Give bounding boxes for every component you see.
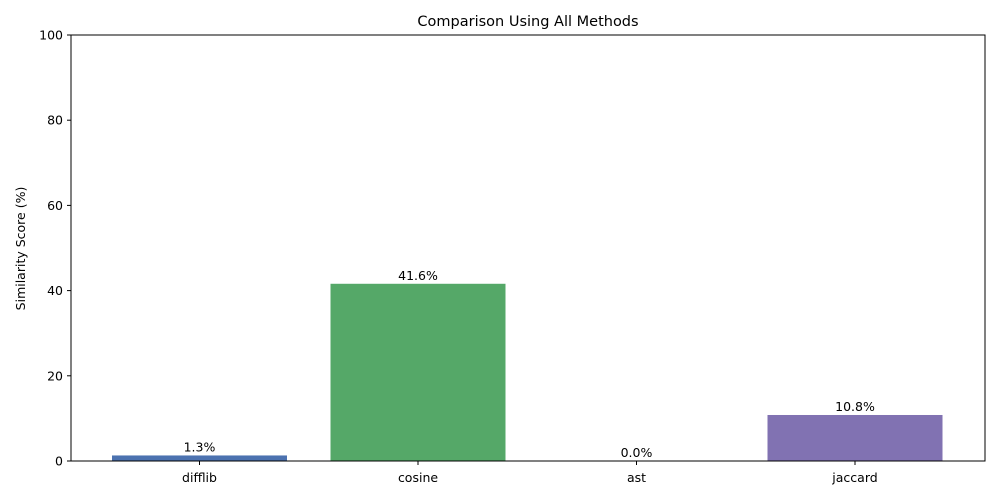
y-axis-label: Similarity Score (%) (13, 187, 28, 311)
x-tick-label-cosine: cosine (398, 470, 438, 485)
chart-title: Comparison Using All Methods (417, 14, 638, 30)
x-tick-label-difflib: difflib (182, 470, 217, 485)
plot-frame (70, 34, 986, 462)
y-tick-label-40: 40 (47, 283, 63, 298)
value-label-jaccard: 10.8% (835, 399, 875, 414)
y-tick-label-80: 80 (47, 113, 63, 128)
value-label-cosine: 41.6% (398, 268, 438, 283)
value-label-ast: 0.0% (621, 445, 653, 460)
y-tick-label-60: 60 (47, 198, 63, 213)
x-axis: difflib cosine ast jaccard (182, 461, 878, 485)
bars-layer (112, 283, 943, 461)
bar-cosine (330, 283, 506, 461)
y-tick-label-100: 100 (39, 28, 63, 43)
bar-jaccard (767, 414, 943, 461)
bar-difflib (112, 455, 287, 461)
x-tick-label-ast: ast (627, 470, 646, 485)
y-tick-label-20: 20 (47, 368, 63, 383)
y-tick-label-0: 0 (55, 454, 63, 469)
y-axis: 0 20 40 60 80 100 (39, 28, 71, 469)
value-labels-layer: 1.3% 41.6% 0.0% 10.8% (184, 268, 875, 460)
value-label-difflib: 1.3% (184, 439, 216, 454)
x-tick-label-jaccard: jaccard (831, 470, 877, 485)
